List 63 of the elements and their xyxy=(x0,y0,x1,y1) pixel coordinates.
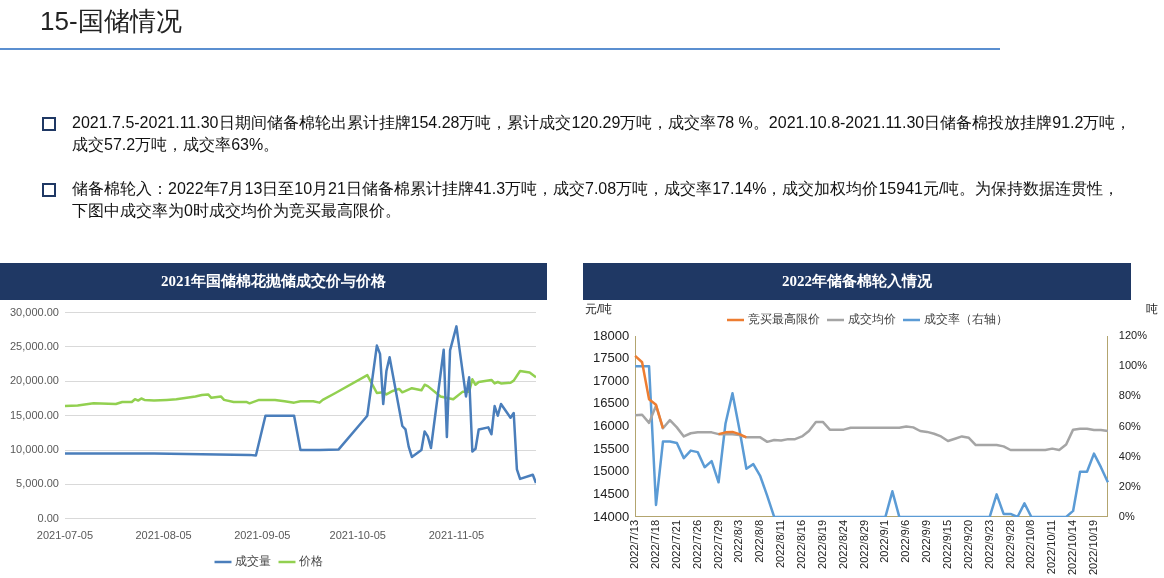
text: 储备棉轮入：2022年7月13日至10月21日储备棉累计挂牌41.3万吨，成交7.08万吨，成交率17.14%，成交加权均价15941元/吨。为保持数据连贯性，下图中成交率为0时成交均价为竞买最高限价。 xyxy=(71,179,1121,221)
y-tick-label: 16000 xyxy=(592,418,630,434)
x-tick-label: 2022/8/16 xyxy=(795,519,808,569)
y-tick-label: 25,000.00 xyxy=(10,340,59,352)
x-tick-label: 2021-08-05 xyxy=(135,529,192,542)
y-tick-label: 14000 xyxy=(592,508,630,524)
x-tick-label: 2022/7/18 xyxy=(649,519,662,569)
x-tick-label: 2022/9/20 xyxy=(961,519,974,569)
x-tick-label: 2022/7/26 xyxy=(690,519,703,569)
x-tick-label: 2022/9/23 xyxy=(982,519,995,569)
y-tick-label: 15000 xyxy=(592,463,630,479)
chart-title: 2022年储备棉轮入情况 xyxy=(583,263,1131,300)
x-tick-label: 2022/9/9 xyxy=(920,519,933,563)
legend-label: 成交量 xyxy=(235,554,271,569)
y-tick-label: 5,000.00 xyxy=(16,477,59,490)
x-tick-label: 2022/8/29 xyxy=(857,519,870,569)
y-axis-title: 元/吨 xyxy=(585,302,613,317)
x-tick-label: 2022/8/8 xyxy=(753,519,766,563)
y2-tick-label: 120% xyxy=(1118,329,1148,342)
y-tick-label: 0.00 xyxy=(37,511,59,524)
y-tick-label: 30,000.00 xyxy=(10,305,59,318)
y2-tick-label: 80% xyxy=(1118,389,1142,402)
x-tick-label: 2022/7/29 xyxy=(711,519,724,569)
x-tick-label: 2022/9/15 xyxy=(941,519,954,569)
x-tick-label: 2022/8/24 xyxy=(836,519,849,569)
x-tick-label: 2022/10/19 xyxy=(1086,519,1099,576)
y-tick-label: 17000 xyxy=(592,372,630,388)
x-tick-label: 2022/10/11 xyxy=(1045,519,1058,575)
chart-title: 2021年国储棉花抛储成交价与价格 xyxy=(0,263,547,300)
y2-axis-title: 吨 xyxy=(1146,302,1158,317)
x-tick-label: 2022/8/19 xyxy=(815,519,828,569)
x-tick-label: 2021-10-05 xyxy=(329,529,386,542)
text: 2021.7.5-2021.11.30日期间储备棉轮出累计挂牌154.28万吨，累计成交120.29万吨，成交率78 %。2021.10.8-2021.11.30日储备棉投放挂牌91.2万吨，成交57.2万吨，成交率63%。 xyxy=(71,113,1132,155)
y-tick-label: 16500 xyxy=(592,395,630,411)
y-tick-label: 17500 xyxy=(592,350,630,366)
y-tick-label: 20,000.00 xyxy=(10,374,59,387)
y-tick-label: 15,000.00 xyxy=(10,408,59,421)
y-tick-label: 10,000.00 xyxy=(10,443,59,456)
x-tick-label: 2021-09-05 xyxy=(234,529,291,542)
legend-label: 成交率（右轴） xyxy=(923,312,1008,327)
y2-tick-label: 60% xyxy=(1118,419,1142,432)
y2-tick-label: 100% xyxy=(1118,359,1148,372)
x-tick-label: 2022/9/1 xyxy=(878,519,891,563)
x-tick-label: 2022/9/6 xyxy=(899,519,912,563)
legend-label: 价格 xyxy=(298,554,323,569)
x-tick-label: 2022/7/21 xyxy=(669,519,682,569)
x-tick-label: 2022/8/11 xyxy=(774,519,787,569)
x-tick-label: 2022/8/3 xyxy=(732,519,745,563)
x-tick-label: 2022/10/14 xyxy=(1066,519,1079,576)
x-tick-label: 2021-07-05 xyxy=(36,529,94,542)
y2-tick-label: 0% xyxy=(1118,509,1135,522)
y2-tick-label: 20% xyxy=(1118,479,1142,492)
x-tick-label: 2022/7/13 xyxy=(628,519,641,569)
y-tick-label: 15500 xyxy=(592,440,630,456)
y2-tick-label: 40% xyxy=(1118,449,1142,462)
text: 15-国储情况 xyxy=(40,5,182,38)
x-tick-label: 2022/10/8 xyxy=(1024,519,1037,569)
y-tick-label: 18000 xyxy=(592,327,630,343)
x-tick-label: 2021-11-05 xyxy=(428,529,485,542)
x-tick-label: 2022/9/28 xyxy=(1003,519,1016,569)
y-tick-label: 14500 xyxy=(592,485,630,501)
legend-label: 成交均价 xyxy=(847,312,896,327)
legend-label: 竞买最高限价 xyxy=(747,312,820,327)
